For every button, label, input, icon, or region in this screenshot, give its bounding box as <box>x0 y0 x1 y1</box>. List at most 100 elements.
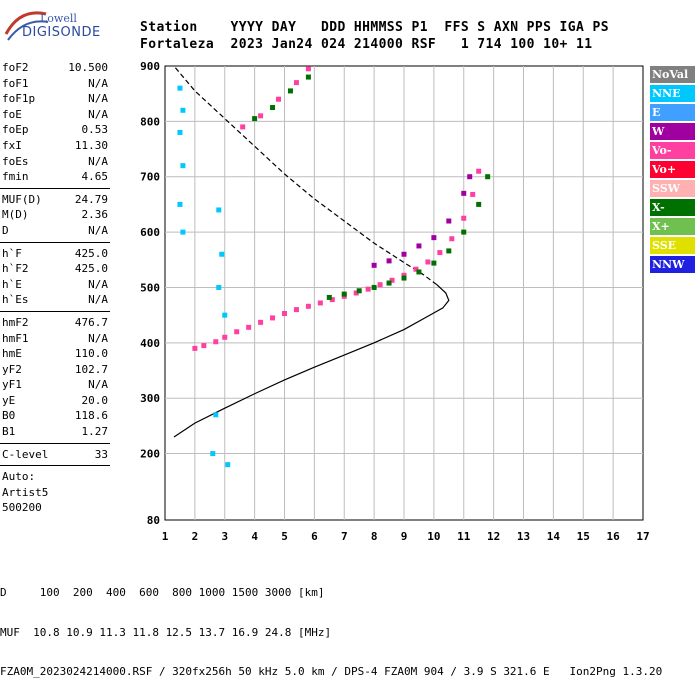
param-value: N/A <box>88 277 108 291</box>
param-row: B0 118.6 <box>0 408 110 424</box>
data-point-vo- <box>201 343 207 349</box>
y-tick-label: 900 <box>140 60 160 73</box>
data-point-w <box>446 218 452 224</box>
param-name: foF2 <box>2 61 29 74</box>
data-point-fmin <box>210 451 216 457</box>
param-value: 110.0 <box>74 347 108 361</box>
footer-muf-row: MUF 10.8 10.9 11.3 11.8 12.5 13.7 16.9 2… <box>0 625 332 639</box>
data-point-fmin <box>180 107 186 113</box>
param-row: hmF2 476.7 <box>0 315 110 331</box>
data-point-fmin <box>225 462 231 468</box>
param-name: B0 <box>2 409 16 423</box>
ionogram-chart: 1 2 3 4 5 6 7 8 9 10 11 12 13 14 15 16 17900800700600500… <box>140 60 650 543</box>
data-point-fmin <box>222 312 228 318</box>
x-tick-label: 5 <box>281 530 288 543</box>
param-value: N/A <box>88 293 108 307</box>
data-point-fmin <box>180 163 186 169</box>
legend-item-vo-: Vo- <box>650 142 695 159</box>
data-point-x- <box>305 74 311 80</box>
param-row: foF1p N/A <box>0 91 110 107</box>
data-point-fmin <box>216 284 222 290</box>
y-tick-label: 600 <box>140 226 160 239</box>
param-value: 425.0 <box>74 246 108 260</box>
param-value: N/A <box>88 223 108 237</box>
param-row: h`Es N/A <box>0 292 110 308</box>
param-value: N/A <box>88 331 108 345</box>
param-name: M(D) <box>2 208 29 222</box>
param-row: M(D) 2.36 <box>0 207 110 223</box>
param-row: hmF1 N/A <box>0 331 110 347</box>
data-point-w <box>431 235 437 241</box>
param-value: 118.6 <box>74 409 108 423</box>
param-separator <box>0 442 110 444</box>
data-point-x- <box>341 291 347 297</box>
param-name: hmF1 <box>2 331 29 345</box>
data-point-fmin <box>216 207 222 213</box>
param-name: D <box>2 223 9 237</box>
param-name: yE <box>2 393 16 407</box>
profile-dashed-line <box>173 65 438 286</box>
data-point-vo- <box>461 215 467 221</box>
param-value: 4.65 <box>81 170 109 184</box>
param-name: h`Es <box>2 293 29 307</box>
data-point-vo- <box>240 124 246 130</box>
footer-distance-row: D 100 200 400 600 800 1000 1500 3000 [km… <box>0 586 325 599</box>
data-point-x- <box>446 248 452 254</box>
y-tick-label: 800 <box>140 115 160 128</box>
data-point-vo- <box>317 300 323 306</box>
param-value: 10.500 <box>68 61 108 74</box>
param-name: h`F2 <box>2 262 29 276</box>
param-row: Auto: <box>0 469 110 485</box>
data-point-vo- <box>389 277 395 283</box>
digisonde-logo: Lowell DIGISONDE <box>2 4 122 48</box>
data-point-w <box>461 190 467 196</box>
param-row: foEp 0.53 <box>0 122 110 138</box>
param-name: yF1 <box>2 378 22 392</box>
param-name: yF2 <box>2 362 22 376</box>
param-row: h`E N/A <box>0 277 110 293</box>
x-tick-label: 9 <box>401 530 408 543</box>
param-row: yF2 102.7 <box>0 362 110 378</box>
data-point-fmin <box>177 129 183 135</box>
param-name: foE <box>2 107 22 121</box>
data-point-fmin <box>213 412 219 418</box>
param-row: foF1 N/A <box>0 76 110 92</box>
param-name: foF1p <box>2 92 36 106</box>
param-name: MUF(D) <box>2 192 42 206</box>
data-point-fmin <box>219 251 225 257</box>
data-point-vo- <box>258 319 264 325</box>
data-point-vo- <box>246 324 252 330</box>
data-point-x- <box>371 284 377 290</box>
data-point-w <box>371 262 377 268</box>
param-row: yE 20.0 <box>0 393 110 409</box>
data-point-x- <box>386 280 392 286</box>
param-row: foF2 10.500 <box>0 60 110 76</box>
param-name: hmF2 <box>2 315 29 329</box>
data-point-vo- <box>425 259 431 265</box>
x-tick-label: 1 <box>162 530 169 543</box>
data-point-x- <box>485 174 491 180</box>
param-name: 500200 <box>2 501 42 515</box>
data-point-x- <box>287 88 293 94</box>
data-point-vo- <box>270 315 276 321</box>
legend-item-x-: X- <box>650 199 695 216</box>
data-point-x- <box>356 288 362 294</box>
param-value: N/A <box>88 92 108 106</box>
profile-solid-line <box>173 284 450 438</box>
logo-swoosh-icon <box>4 11 49 41</box>
param-separator <box>0 187 110 189</box>
param-name: C-level <box>2 447 49 461</box>
y-tick-label: 80 <box>147 514 160 527</box>
data-point-x- <box>270 105 276 111</box>
header-labels: Station YYYY DAY DDD HHMMSS P1 FFS S AXN… <box>140 20 609 35</box>
logo-line-2: DIGISONDE <box>22 25 101 40</box>
x-tick-label: 17 <box>636 530 649 543</box>
data-point-x- <box>476 201 482 207</box>
data-point-vo- <box>470 191 476 197</box>
data-point-vo- <box>377 282 383 288</box>
param-name: Auto: <box>2 470 36 484</box>
legend-item-w: W <box>650 123 695 140</box>
param-value: N/A <box>88 154 108 168</box>
param-name: fxI <box>2 138 22 152</box>
param-value: N/A <box>88 76 108 90</box>
